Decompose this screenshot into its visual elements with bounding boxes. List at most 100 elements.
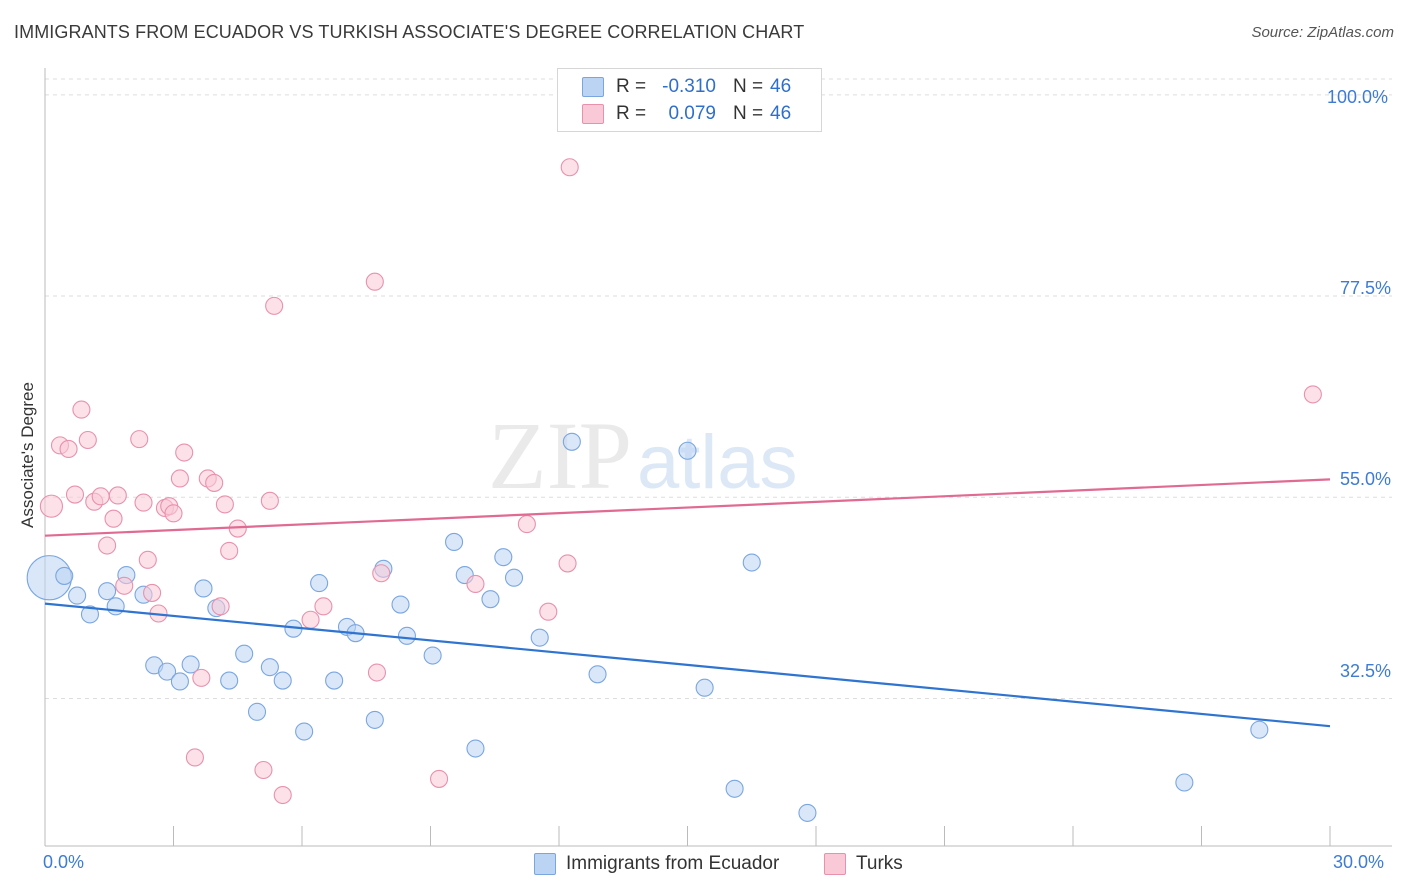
ecuador-points bbox=[26, 432, 1269, 822]
turks-point bbox=[175, 443, 194, 462]
ecuador-point bbox=[391, 595, 410, 614]
legend-swatch-turks bbox=[824, 853, 846, 875]
ecuador-point bbox=[106, 597, 125, 616]
turks-point bbox=[185, 748, 204, 767]
turks-point bbox=[192, 668, 211, 687]
ecuador-point bbox=[170, 672, 189, 691]
turks-point bbox=[39, 494, 64, 518]
ecuador-point bbox=[235, 644, 254, 663]
ecuador-point bbox=[678, 441, 697, 460]
ecuador-point bbox=[194, 579, 213, 598]
gridlines bbox=[45, 78, 1392, 699]
y-tick-100: 100.0% bbox=[1327, 87, 1389, 107]
legend-n-value: 46 bbox=[770, 103, 792, 124]
turks-point bbox=[134, 493, 153, 512]
ecuador-point bbox=[588, 665, 607, 684]
turks-point bbox=[115, 576, 134, 595]
legend-n-label: N = bbox=[733, 76, 764, 97]
turks-point bbox=[466, 574, 485, 594]
turks-point bbox=[211, 597, 230, 616]
ecuador-point bbox=[220, 671, 239, 690]
ecuador-point bbox=[247, 702, 267, 721]
x-tick-max: 30.0% bbox=[1333, 852, 1385, 872]
turks-point bbox=[260, 491, 279, 510]
ecuador-point bbox=[158, 662, 177, 681]
turks-point bbox=[143, 583, 162, 602]
ecuador-point bbox=[725, 779, 744, 798]
ecuador-trend-line bbox=[44, 602, 1331, 728]
turks-point bbox=[170, 469, 189, 488]
ecuador-point bbox=[742, 553, 761, 572]
svg-text:atlas: atlas bbox=[637, 420, 798, 505]
turks-points bbox=[39, 158, 1322, 805]
trend-lines bbox=[44, 478, 1331, 728]
turks-point bbox=[104, 509, 123, 528]
y-tick-77-5: 77.5% bbox=[1340, 278, 1392, 298]
legend-r-label: R = bbox=[616, 103, 647, 124]
correlation-legend: R = -0.310 N = 46 R = 0.079 N = 46 bbox=[557, 68, 822, 132]
ecuador-point bbox=[365, 710, 384, 729]
ecuador-point bbox=[295, 722, 314, 741]
ecuador-point bbox=[55, 566, 74, 585]
legend-r-value: 0.079 bbox=[668, 103, 716, 124]
legend-r-label: R = bbox=[616, 76, 647, 97]
turks-point bbox=[314, 597, 333, 616]
ecuador-point bbox=[481, 590, 500, 609]
turks-point bbox=[59, 439, 78, 459]
legend-r-value: -0.310 bbox=[662, 76, 716, 97]
ecuador-point bbox=[325, 671, 344, 690]
turks-point bbox=[65, 485, 85, 504]
series-legend: Immigrants from Ecuador Turks bbox=[0, 850, 1406, 880]
ecuador-point bbox=[310, 574, 329, 593]
turks-trend-line bbox=[44, 478, 1331, 537]
ecuador-point bbox=[562, 432, 581, 451]
turks-point bbox=[98, 536, 117, 555]
ecuador-point bbox=[273, 671, 292, 690]
turks-point bbox=[78, 430, 97, 450]
ecuador-point bbox=[423, 646, 442, 665]
turks-point bbox=[539, 602, 558, 621]
ecuador-point bbox=[798, 803, 817, 822]
ecuador-point bbox=[445, 532, 464, 552]
legend-swatch-pink bbox=[582, 104, 604, 124]
turks-point bbox=[108, 486, 127, 505]
legend-swatch-ecuador bbox=[534, 853, 556, 875]
turks-point bbox=[138, 550, 157, 569]
turks-point bbox=[265, 296, 284, 315]
turks-point bbox=[220, 541, 239, 560]
x-tick-min: 0.0% bbox=[43, 852, 85, 872]
turks-point bbox=[1303, 385, 1322, 404]
legend-n-value: 46 bbox=[770, 76, 792, 97]
turks-point bbox=[72, 400, 91, 419]
ecuador-point bbox=[80, 605, 100, 624]
legend-label-ecuador: Immigrants from Ecuador bbox=[566, 853, 780, 874]
zipatlas-watermark: ZIP atlas bbox=[488, 402, 798, 509]
chart-title: IMMIGRANTS FROM ECUADOR VS TURKISH ASSOC… bbox=[14, 22, 805, 42]
y-axis-label: Associate's Degree bbox=[18, 382, 37, 528]
turks-point bbox=[517, 515, 536, 534]
turks-point bbox=[164, 504, 183, 523]
legend-row-turks: R = 0.079 N = 46 bbox=[558, 101, 821, 127]
ecuador-point bbox=[695, 678, 714, 697]
ecuador-point bbox=[1175, 773, 1194, 792]
turks-point bbox=[365, 272, 384, 291]
y-tick-55: 55.0% bbox=[1340, 469, 1392, 489]
turks-point bbox=[367, 663, 387, 682]
legend-n-label: N = bbox=[733, 103, 764, 124]
turks-point bbox=[558, 554, 577, 573]
turks-point bbox=[205, 473, 224, 492]
y-tick-32-5: 32.5% bbox=[1340, 661, 1392, 681]
turks-point bbox=[372, 564, 391, 583]
turks-point bbox=[91, 487, 110, 506]
ecuador-point bbox=[1250, 720, 1269, 739]
turks-point bbox=[560, 158, 579, 177]
legend-swatch-blue bbox=[582, 77, 604, 97]
turks-point bbox=[273, 785, 292, 805]
legend-row-ecuador: R = -0.310 N = 46 bbox=[558, 74, 821, 100]
ecuador-point bbox=[466, 739, 485, 758]
turks-point bbox=[301, 610, 320, 629]
ecuador-point bbox=[494, 548, 513, 567]
ecuador-point bbox=[68, 586, 87, 605]
ecuador-point bbox=[504, 568, 524, 587]
